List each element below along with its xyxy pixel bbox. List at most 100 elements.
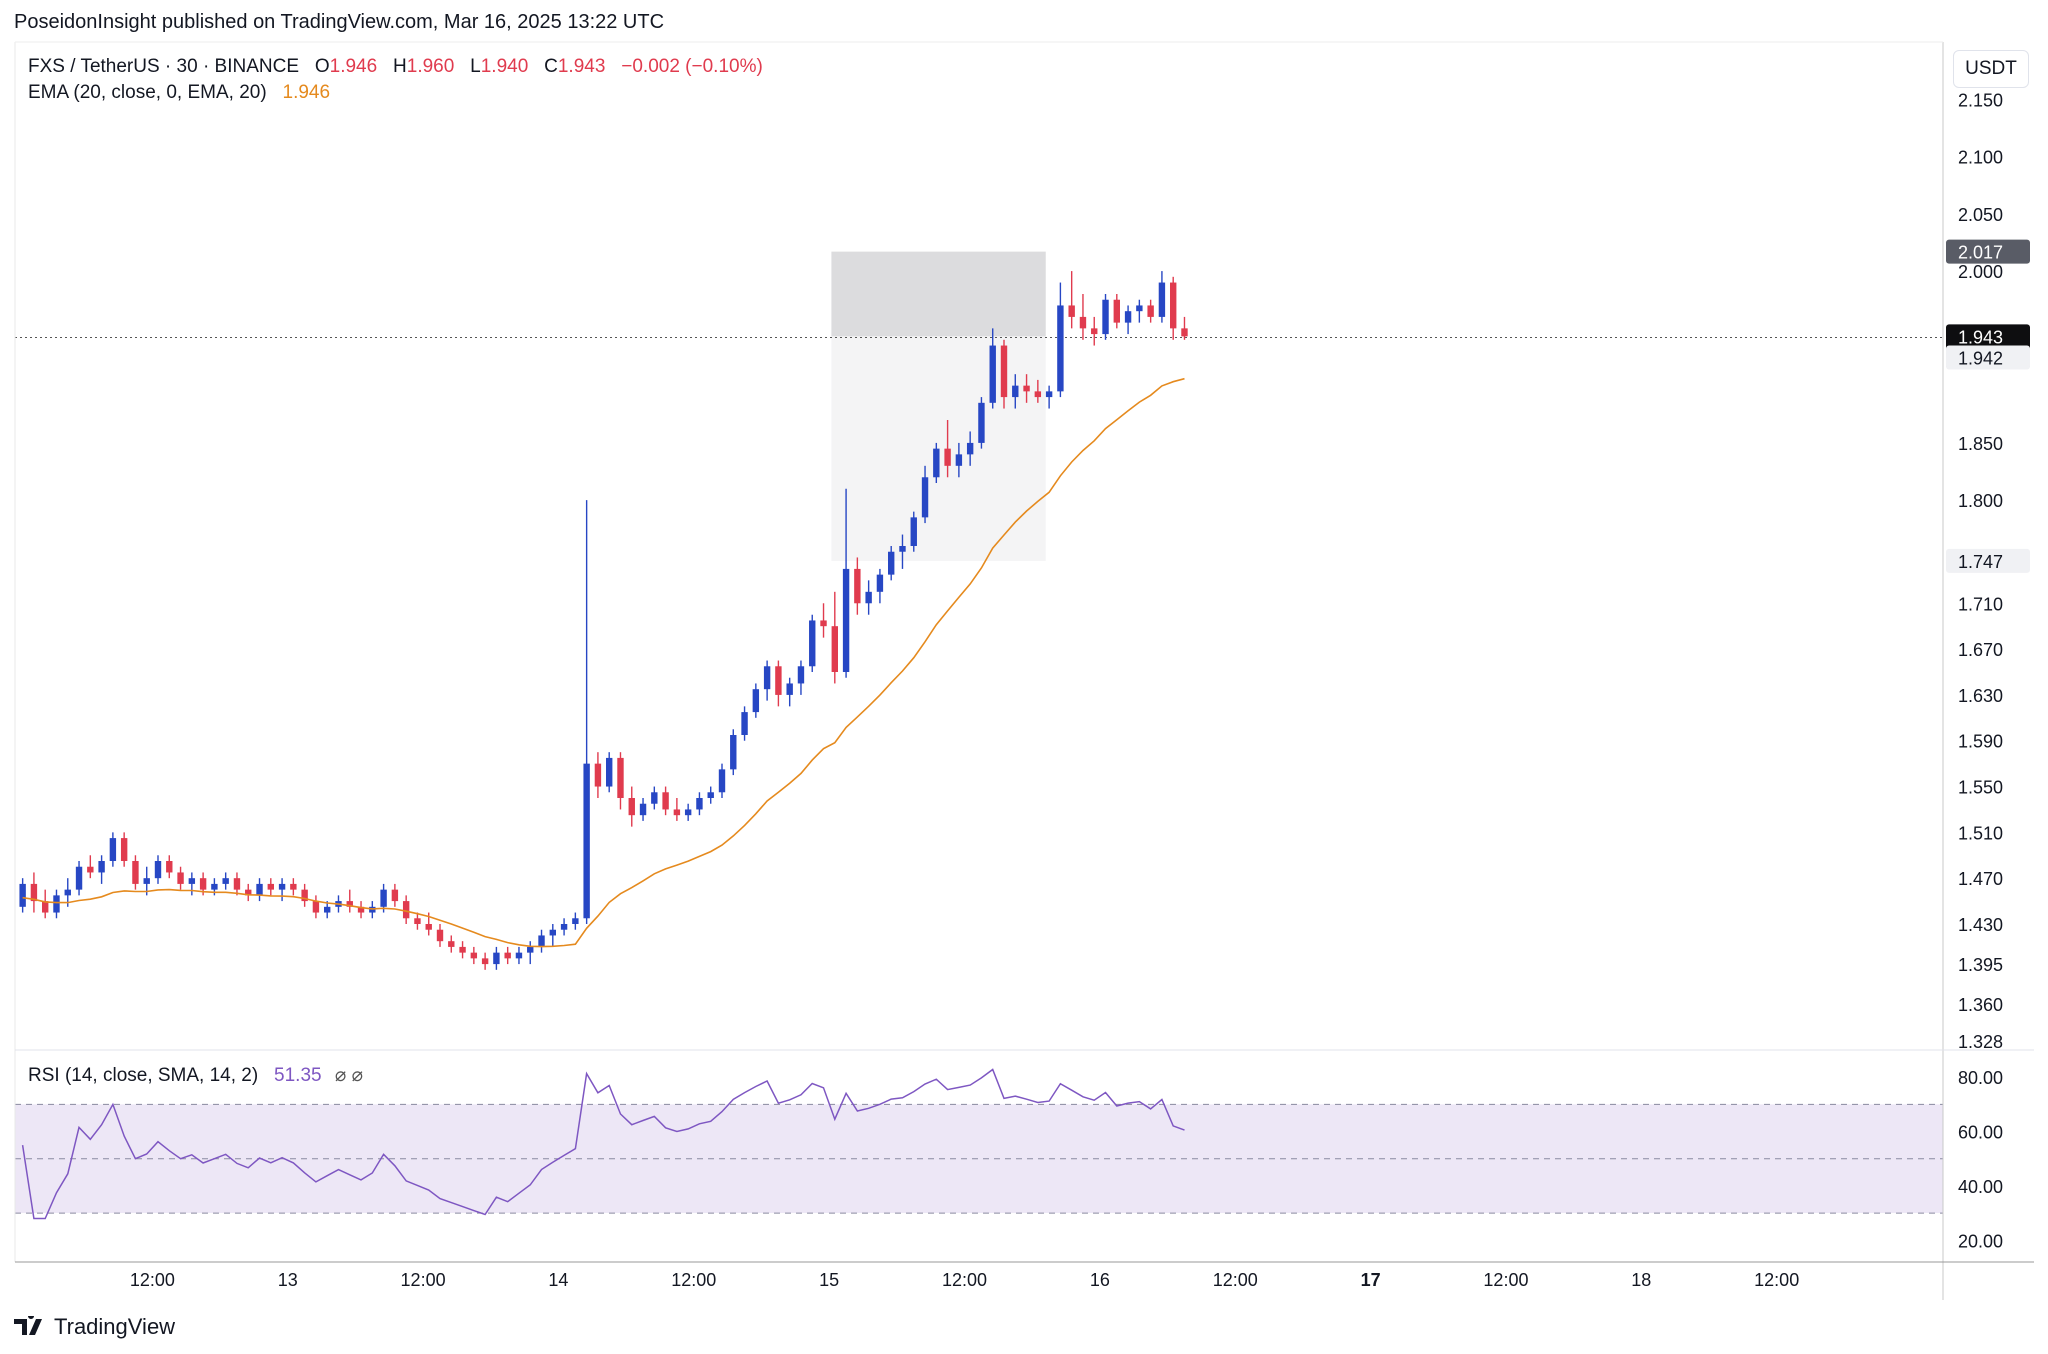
candle-body[interactable]	[324, 906, 331, 913]
candle-body[interactable]	[199, 878, 207, 890]
candle[interactable]	[346, 889, 353, 913]
candle-body[interactable]	[842, 568, 850, 672]
candle[interactable]	[414, 912, 421, 930]
candle-body[interactable]	[786, 683, 793, 695]
candle-body[interactable]	[166, 861, 173, 873]
candle[interactable]	[549, 924, 556, 947]
candle[interactable]	[606, 752, 613, 793]
candle[interactable]	[143, 866, 150, 896]
candle-body[interactable]	[1012, 385, 1019, 398]
rsi-label[interactable]: RSI (14, close, SMA, 14, 2)	[28, 1065, 259, 1086]
candle-body[interactable]	[809, 620, 816, 667]
candle-body[interactable]	[820, 620, 827, 627]
candle[interactable]	[391, 883, 399, 907]
candle-body[interactable]	[1045, 391, 1053, 398]
candle-body[interactable]	[888, 551, 895, 575]
candle[interactable]	[628, 786, 635, 827]
candle[interactable]	[809, 614, 816, 672]
candle[interactable]	[154, 855, 162, 884]
candle[interactable]	[1034, 379, 1042, 403]
candle[interactable]	[166, 855, 173, 879]
candle[interactable]	[87, 855, 94, 879]
candle[interactable]	[527, 941, 534, 965]
candle[interactable]	[899, 534, 906, 569]
candle[interactable]	[572, 912, 579, 930]
candle-body[interactable]	[1034, 391, 1042, 398]
candle-body[interactable]	[955, 454, 963, 466]
position-box[interactable]	[831, 251, 1046, 561]
candle[interactable]	[1158, 271, 1166, 323]
candle-body[interactable]	[1079, 316, 1087, 329]
candle[interactable]	[639, 798, 647, 821]
candle-body[interactable]	[436, 929, 444, 942]
candle[interactable]	[290, 878, 297, 896]
candle-body[interactable]	[651, 792, 658, 804]
candle[interactable]	[921, 465, 929, 524]
candle-body[interactable]	[1181, 328, 1188, 337]
candle[interactable]	[966, 431, 974, 466]
candle[interactable]	[188, 872, 196, 896]
candle[interactable]	[515, 946, 523, 965]
candle[interactable]	[245, 883, 252, 902]
candle[interactable]	[786, 677, 793, 707]
candle[interactable]	[933, 442, 940, 483]
candle[interactable]	[944, 420, 951, 478]
candle-body[interactable]	[346, 901, 353, 907]
candle-body[interactable]	[854, 568, 861, 604]
candle-body[interactable]	[75, 866, 83, 890]
candle-body[interactable]	[921, 477, 929, 518]
candle[interactable]	[1023, 374, 1030, 403]
candle[interactable]	[256, 878, 263, 902]
candle-body[interactable]	[1113, 299, 1120, 323]
symbol-label[interactable]: FXS / TetherUS · 30 · BINANCE	[28, 56, 300, 77]
candle[interactable]	[504, 946, 511, 965]
candle-body[interactable]	[64, 889, 71, 896]
candle[interactable]	[109, 832, 117, 867]
candle-body[interactable]	[1147, 305, 1154, 317]
price-badge[interactable]: 1.942	[1946, 345, 2030, 370]
candle-body[interactable]	[572, 918, 579, 924]
candle[interactable]	[989, 328, 996, 409]
candle[interactable]	[662, 786, 669, 816]
candle[interactable]	[30, 872, 38, 913]
candle-body[interactable]	[425, 924, 432, 930]
candle-body[interactable]	[797, 666, 805, 684]
candle[interactable]	[278, 878, 286, 902]
candle-body[interactable]	[380, 889, 387, 907]
candle[interactable]	[594, 752, 602, 798]
candle[interactable]	[1057, 282, 1064, 398]
candle-body[interactable]	[549, 929, 556, 936]
candle-body[interactable]	[1136, 305, 1143, 312]
candle-body[interactable]	[222, 878, 229, 884]
candle-body[interactable]	[87, 866, 94, 873]
candle[interactable]	[763, 660, 771, 701]
candle[interactable]	[617, 752, 624, 810]
candle-body[interactable]	[1102, 299, 1109, 335]
candle[interactable]	[910, 511, 917, 552]
candle[interactable]	[978, 397, 985, 449]
candle-body[interactable]	[673, 809, 681, 816]
candle-body[interactable]	[1057, 305, 1064, 392]
candle[interactable]	[1068, 271, 1075, 329]
candle[interactable]	[1102, 294, 1109, 340]
candle-body[interactable]	[19, 883, 26, 907]
candle-body[interactable]	[899, 546, 906, 552]
candle[interactable]	[775, 660, 782, 707]
candle-body[interactable]	[1091, 328, 1098, 335]
candle-body[interactable]	[402, 901, 410, 919]
candle[interactable]	[120, 832, 128, 867]
candle[interactable]	[493, 946, 500, 970]
candle[interactable]	[651, 786, 658, 810]
candle-body[interactable]	[730, 735, 737, 770]
candle-body[interactable]	[267, 883, 274, 890]
candle-body[interactable]	[639, 803, 647, 816]
ema-label[interactable]: EMA (20, close, 0, EMA, 20)	[28, 82, 267, 103]
candle[interactable]	[459, 941, 466, 959]
candle-body[interactable]	[177, 872, 184, 884]
candle-body[interactable]	[865, 591, 872, 604]
candle[interactable]	[75, 861, 83, 896]
candles[interactable]	[19, 271, 1188, 970]
candle-body[interactable]	[1158, 282, 1166, 317]
candle-body[interactable]	[470, 952, 478, 959]
candle[interactable]	[1170, 276, 1177, 340]
